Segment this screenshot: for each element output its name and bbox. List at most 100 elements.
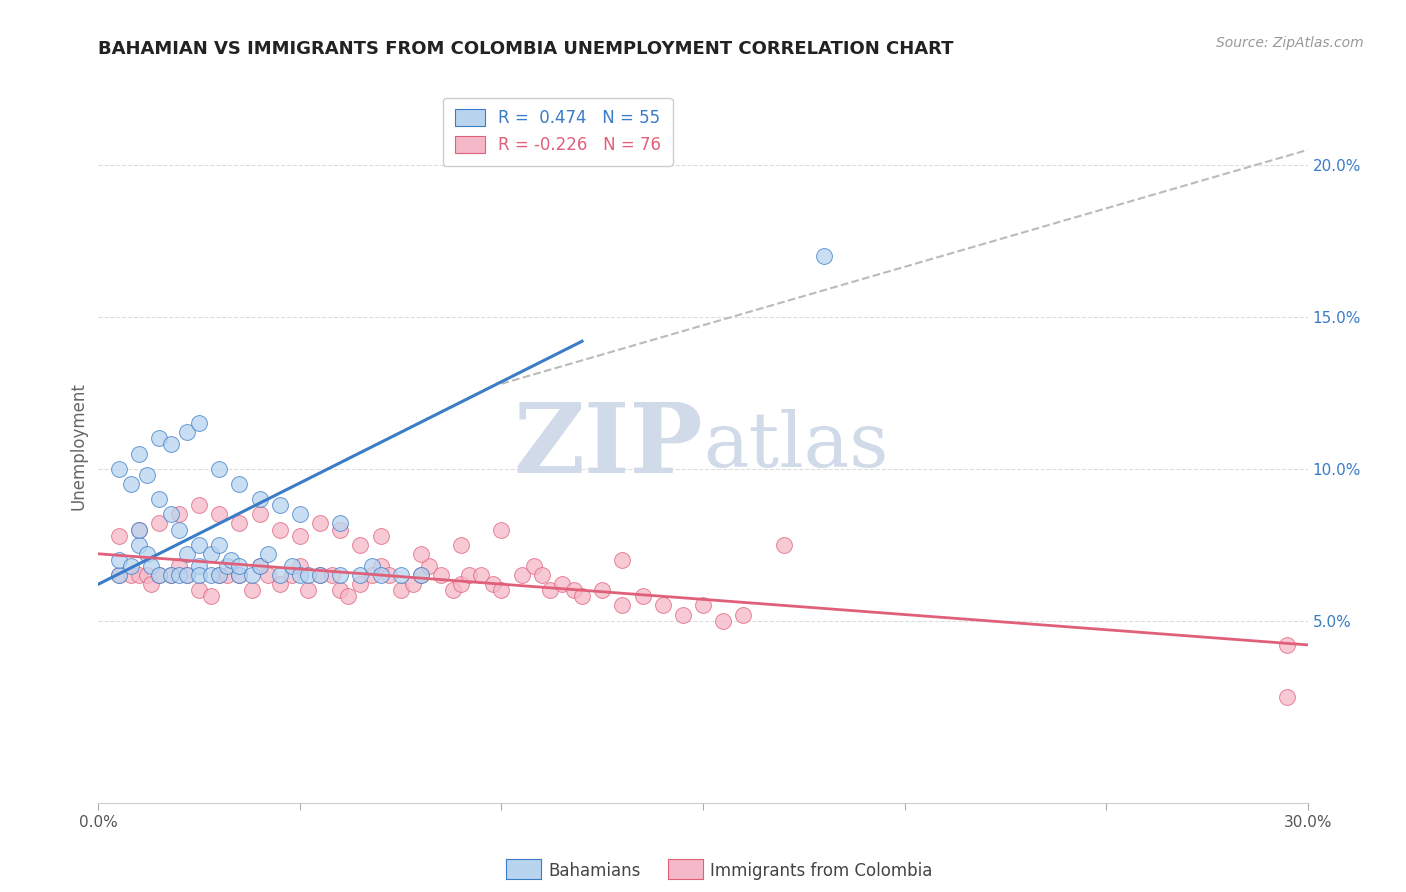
Point (297, 568, 319, 582)
Point (733, 607, 755, 622)
Point (491, 583, 513, 598)
Point (188, 568, 211, 582)
Point (377, 568, 399, 582)
Text: Immigrants from Colombia: Immigrants from Colombia (710, 862, 932, 880)
Point (510, 568, 533, 582)
Point (813, 249, 835, 263)
Point (167, 558, 190, 573)
Point (538, 583, 561, 598)
Point (256, 547, 278, 561)
Point (200, 547, 222, 561)
Point (370, 558, 392, 573)
Point (288, 568, 311, 582)
Point (188, 558, 211, 573)
Point (176, 568, 198, 582)
Point (711, 614, 734, 628)
Point (176, 568, 198, 582)
Point (470, 568, 492, 582)
Point (135, 547, 157, 561)
Point (167, 523, 190, 537)
Point (176, 547, 198, 561)
Point (160, 508, 183, 522)
Point (349, 577, 371, 591)
Point (523, 558, 546, 573)
Point (148, 568, 170, 582)
Y-axis label: Unemployment: Unemployment (69, 382, 87, 510)
Point (297, 583, 319, 598)
Point (148, 431, 170, 445)
Point (160, 568, 183, 582)
Point (188, 416, 211, 430)
Point (135, 568, 157, 582)
Point (409, 568, 432, 582)
Text: atlas: atlas (703, 409, 889, 483)
Point (269, 577, 291, 591)
Point (107, 462, 129, 476)
Point (1277, 638, 1299, 652)
Point (329, 568, 352, 582)
Point (135, 467, 157, 482)
Point (228, 568, 250, 582)
Point (221, 553, 243, 567)
Point (200, 590, 222, 604)
Point (288, 558, 311, 573)
Point (1277, 690, 1299, 704)
Point (160, 568, 183, 582)
Point (228, 477, 250, 491)
Point (208, 508, 231, 522)
Point (200, 568, 222, 582)
Point (148, 568, 170, 582)
Point (692, 599, 714, 613)
Point (591, 583, 613, 598)
Point (389, 583, 412, 598)
Point (430, 568, 453, 582)
Point (208, 538, 231, 552)
Point (329, 516, 352, 531)
Point (612, 599, 634, 613)
Point (120, 477, 142, 491)
Point (217, 558, 239, 573)
Point (128, 523, 150, 537)
Point (672, 607, 695, 622)
Point (389, 568, 412, 582)
Point (269, 498, 291, 512)
Point (402, 577, 425, 591)
Point (361, 568, 384, 582)
Point (228, 568, 250, 582)
Point (139, 577, 162, 591)
Text: BAHAMIAN VS IMMIGRANTS FROM COLOMBIA UNEMPLOYMENT CORRELATION CHART: BAHAMIAN VS IMMIGRANTS FROM COLOMBIA UNE… (98, 40, 953, 58)
Point (418, 558, 440, 573)
Point (409, 547, 432, 561)
Point (107, 528, 129, 542)
Point (228, 516, 250, 531)
Point (329, 523, 352, 537)
Point (176, 425, 198, 440)
Point (370, 568, 392, 582)
Point (249, 492, 271, 507)
Point (269, 568, 291, 582)
Point (651, 599, 673, 613)
Point (349, 568, 371, 582)
Point (281, 558, 304, 573)
Point (482, 577, 505, 591)
Text: Bahamians: Bahamians (548, 862, 641, 880)
Point (349, 538, 371, 552)
Point (139, 558, 162, 573)
Point (256, 568, 278, 582)
Point (107, 553, 129, 567)
Point (441, 583, 464, 598)
Point (562, 583, 585, 598)
Point (571, 590, 593, 604)
Point (491, 523, 513, 537)
Point (208, 568, 231, 582)
Point (249, 558, 271, 573)
Point (128, 523, 150, 537)
Point (309, 516, 332, 531)
Point (530, 568, 553, 582)
Text: ZIP: ZIP (513, 399, 703, 493)
Point (281, 568, 304, 582)
Point (120, 568, 142, 582)
Point (208, 568, 231, 582)
Point (249, 558, 271, 573)
Point (337, 590, 360, 604)
